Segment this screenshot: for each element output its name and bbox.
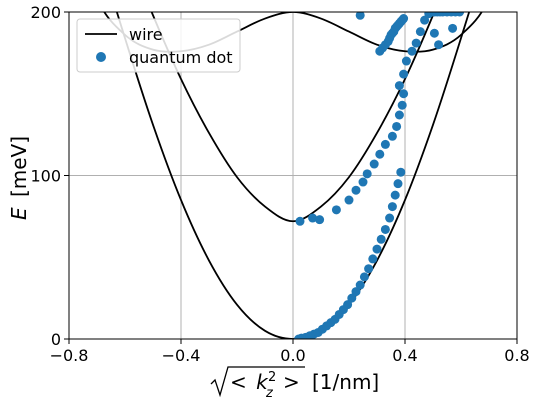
x-axis-radicand-open: < [230,370,247,394]
quantum-dot-point [396,167,406,177]
y-axis-unit: [meV] [7,136,31,197]
quantum-dot-point [315,215,325,225]
quantum-dot-point [358,177,368,187]
quantum-dot-point [415,27,425,37]
quantum-dot-point [420,15,430,25]
x-axis-radicand-sub: z [265,386,274,401]
wire-band-2 [150,12,436,223]
legend-dot-swatch [96,52,106,62]
quantum-dot-point [355,280,365,290]
quantum-dot-point [380,139,390,149]
quantum-dot-point [308,213,318,223]
quantum-dot-point [411,38,421,48]
x-axis-label: < k 2 z > [1/nm] [210,366,379,401]
quantum-dot-point [394,81,404,91]
x-axis-radicand-close: > [283,370,300,394]
y-tick-label: 100 [30,167,61,186]
quantum-dot-points [294,12,465,339]
y-tick-label: 0 [51,330,61,349]
x-axis-radicand-base: k [256,370,269,394]
y-tick-label: 200 [30,3,61,22]
x-tick-label: −0.4 [162,346,201,365]
quantum-dot-point [387,202,397,212]
quantum-dot-point [380,224,390,234]
x-tick-label: 0.8 [504,346,529,365]
quantum-dot-point [434,40,444,50]
quantum-dot-point [393,179,403,189]
quantum-dot-point [347,293,357,303]
quantum-dot-point [376,234,386,244]
quantum-dot-point [394,110,404,120]
quantum-dot-point [399,89,409,99]
quantum-dot-point [351,287,361,297]
quantum-dot-point [364,264,374,274]
legend-wire-label: wire [129,25,163,44]
legend-dot-label: quantum dot [129,48,233,67]
y-axis-label: E [meV] [7,136,31,220]
quantum-dot-point [351,185,361,195]
x-axis-ticks: −0.8 −0.4 0.0 0.4 0.8 [50,339,530,365]
quantum-dot-point [362,169,372,179]
quantum-dot-point [448,23,458,33]
quantum-dot-point [343,300,353,310]
x-tick-label: −0.8 [50,346,89,365]
quantum-dot-point [375,149,385,159]
quantum-dot-point [331,205,341,215]
y-axis-ticks: 0 100 200 [30,3,69,349]
quantum-dot-point [399,69,409,79]
quantum-dot-point [455,12,465,17]
quantum-dot-point [429,28,439,38]
quantum-dot-point [399,14,409,24]
x-tick-label: 0.0 [280,346,305,365]
legend-box [76,18,241,73]
quantum-dot-point [369,159,379,169]
quantum-dot-point [397,100,407,110]
quantum-dot-point [407,46,417,56]
quantum-dot-point [295,216,305,226]
quantum-dot-point [344,195,354,205]
quantum-dot-point [355,12,365,20]
quantum-dot-point [390,190,400,200]
legend: wire quantum dot [76,18,241,73]
quantum-dot-point [359,272,369,282]
quantum-dot-point [387,131,397,141]
y-axis-symbol: E [7,207,31,220]
quantum-dot-point [368,254,378,264]
x-tick-label: 0.4 [392,346,417,365]
x-axis-radicand: < k [230,370,269,394]
quantum-dot-point [401,56,411,66]
quantum-dot-point [385,213,395,223]
quantum-dot-point [392,121,402,131]
sqrt-sign-icon [210,366,305,398]
x-axis-unit: [1/nm] [312,370,379,394]
x-axis-radicand-sup: 2 [268,370,276,385]
quantum-dot-point [372,244,382,254]
